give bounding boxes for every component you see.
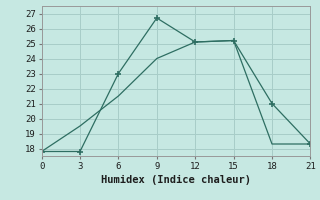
X-axis label: Humidex (Indice chaleur): Humidex (Indice chaleur) <box>101 175 251 185</box>
